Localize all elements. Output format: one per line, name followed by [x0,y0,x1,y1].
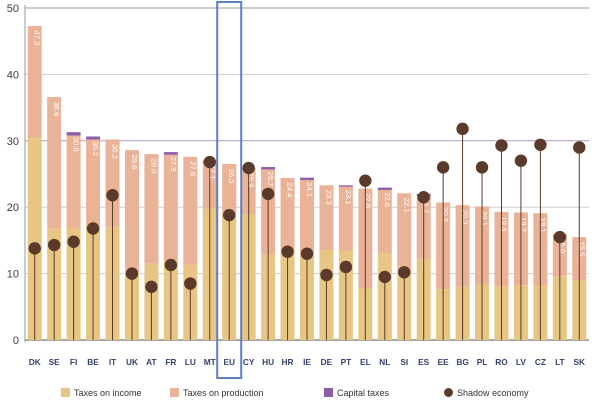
svg-text:LU: LU [185,357,196,367]
svg-text:NL: NL [379,357,390,367]
svg-text:20.1: 20.1 [480,211,489,226]
svg-text:22.6: 22.6 [383,192,392,207]
svg-text:30.2: 30.2 [91,141,100,156]
svg-text:20: 20 [7,202,19,214]
svg-text:ES: ES [418,357,430,367]
svg-text:50: 50 [7,3,19,15]
svg-text:15.5: 15.5 [577,242,586,257]
svg-text:HU: HU [262,357,274,367]
svg-text:22.8: 22.8 [363,193,372,208]
svg-text:10: 10 [7,269,19,281]
svg-text:22.1: 22.1 [402,198,411,213]
svg-text:24.4: 24.4 [286,182,295,198]
svg-text:23.1: 23.1 [344,190,353,205]
svg-text:SK: SK [574,357,586,367]
svg-text:30: 30 [7,136,19,148]
svg-text:30.2: 30.2 [111,144,120,159]
svg-text:24.1: 24.1 [305,182,314,197]
svg-text:EE: EE [438,357,450,367]
svg-text:SE: SE [49,357,61,367]
svg-text:25.7: 25.7 [266,172,275,187]
svg-text:20.7: 20.7 [441,207,450,222]
svg-text:23.3: 23.3 [324,190,333,205]
svg-text:DK: DK [29,357,41,367]
svg-text:26.5: 26.5 [227,169,236,184]
svg-text:47.3: 47.3 [33,30,42,45]
svg-text:RO: RO [495,357,508,367]
svg-text:HR: HR [282,357,294,367]
svg-text:36.6: 36.6 [52,101,61,116]
svg-text:0: 0 [13,335,19,347]
svg-text:19.1: 19.1 [538,218,547,233]
svg-text:FR: FR [165,357,176,367]
svg-text:27.6: 27.6 [188,161,197,176]
svg-text:BG: BG [456,357,468,367]
svg-text:27.9: 27.9 [169,157,178,172]
svg-text:28.0: 28.0 [149,159,158,174]
svg-text:DE: DE [321,357,333,367]
svg-text:MT: MT [204,357,216,367]
svg-text:EL: EL [360,357,371,367]
svg-text:19.2: 19.2 [519,217,528,232]
svg-text:BE: BE [87,357,99,367]
svg-text:20.3: 20.3 [461,210,470,225]
svg-text:LV: LV [516,357,526,367]
svg-text:UK: UK [126,357,138,367]
svg-text:CY: CY [243,357,255,367]
svg-text:40: 40 [7,69,19,81]
svg-text:19.3: 19.3 [499,216,508,231]
svg-text:FI: FI [70,357,77,367]
svg-text:IE: IE [303,357,311,367]
svg-text:IT: IT [109,357,116,367]
svg-text:28.6: 28.6 [130,155,139,170]
svg-text:PT: PT [341,357,352,367]
svg-text:SI: SI [400,357,408,367]
svg-text:AT: AT [146,357,156,367]
svg-text:25.9: 25.9 [247,173,256,188]
svg-text:30.8: 30.8 [72,137,81,152]
svg-text:LT: LT [555,357,565,367]
svg-text:CZ: CZ [535,357,546,367]
svg-text:PL: PL [477,357,488,367]
svg-text:EU: EU [223,357,235,367]
